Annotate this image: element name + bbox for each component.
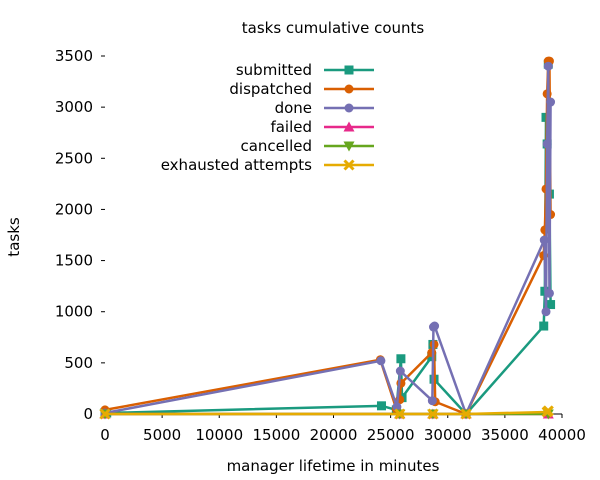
y-ticks: 0 500 1000 1500 2000 2500 3000 3500 bbox=[55, 47, 105, 423]
data-point bbox=[392, 402, 402, 412]
y-tick-label: 1000 bbox=[55, 303, 93, 321]
legend-label: failed bbox=[270, 118, 312, 136]
data-point bbox=[542, 139, 552, 149]
series-line bbox=[104, 64, 552, 416]
data-point bbox=[542, 405, 554, 417]
x-tick-label: 10000 bbox=[195, 426, 243, 444]
y-tick-label: 2500 bbox=[55, 149, 93, 167]
legend-item: done bbox=[275, 99, 374, 117]
series-exhausted-attempts bbox=[99, 405, 554, 420]
x-tick-label: 20000 bbox=[310, 426, 358, 444]
data-point bbox=[395, 366, 405, 376]
plot-series bbox=[99, 56, 556, 420]
data-point bbox=[394, 408, 406, 420]
data-point bbox=[396, 354, 406, 364]
data-point bbox=[543, 61, 553, 71]
legend-swatch-marker bbox=[344, 65, 354, 75]
x-tick-label: 40000 bbox=[538, 426, 586, 444]
data-point bbox=[427, 348, 437, 358]
data-point bbox=[539, 235, 549, 245]
x-tick-label: 15000 bbox=[253, 426, 301, 444]
data-point bbox=[539, 321, 549, 331]
legend-label: submitted bbox=[236, 61, 312, 79]
x-tick-label: 35000 bbox=[481, 426, 529, 444]
legend-label: done bbox=[275, 99, 312, 117]
y-tick-label: 2000 bbox=[55, 200, 93, 218]
series-done bbox=[100, 61, 556, 419]
legend-item: submitted bbox=[236, 61, 374, 79]
legend-swatch-marker bbox=[343, 159, 355, 171]
legend-item: cancelled bbox=[240, 137, 374, 155]
data-point bbox=[427, 408, 439, 420]
x-tick-label: 0 bbox=[100, 426, 110, 444]
legend-swatch-marker bbox=[343, 141, 355, 152]
x-tick-label: 25000 bbox=[367, 426, 415, 444]
legend-swatch-marker bbox=[343, 121, 355, 132]
legend-item: dispatched bbox=[229, 80, 374, 98]
data-point bbox=[546, 300, 556, 310]
chart-title: tasks cumulative counts bbox=[242, 19, 425, 37]
data-point bbox=[546, 97, 556, 107]
y-tick-label: 3500 bbox=[55, 47, 93, 65]
series-dispatched bbox=[100, 56, 556, 419]
y-tick-label: 0 bbox=[83, 405, 93, 423]
legend-item: failed bbox=[270, 118, 374, 136]
y-tick-label: 500 bbox=[64, 354, 93, 372]
legend-swatch-marker bbox=[344, 84, 354, 94]
y-tick-label: 3000 bbox=[55, 98, 93, 116]
legend: submitteddispatcheddonefailedcancelledex… bbox=[161, 61, 374, 174]
x-tick-label: 30000 bbox=[424, 426, 472, 444]
y-tick-label: 1500 bbox=[55, 252, 93, 270]
data-point bbox=[541, 307, 551, 317]
data-point bbox=[460, 408, 472, 420]
series-line bbox=[104, 62, 552, 416]
data-point bbox=[376, 401, 386, 411]
legend-swatch-marker bbox=[344, 103, 354, 113]
data-point bbox=[99, 408, 111, 420]
x-ticks: 0 5000 10000 15000 20000 25000 30000 35000 40000 bbox=[100, 414, 586, 444]
data-point bbox=[544, 288, 554, 298]
x-tick-label: 5000 bbox=[143, 426, 181, 444]
legend-item: exhausted attempts bbox=[161, 156, 374, 174]
legend-label: cancelled bbox=[240, 137, 312, 155]
data-point bbox=[376, 356, 386, 366]
series-line bbox=[104, 59, 552, 416]
data-point bbox=[430, 321, 440, 331]
x-axis-label: manager lifetime in minutes bbox=[227, 457, 440, 475]
legend-label: exhausted attempts bbox=[161, 156, 312, 174]
legend-label: dispatched bbox=[229, 80, 312, 98]
y-axis-label: tasks bbox=[5, 217, 23, 257]
data-point bbox=[427, 396, 437, 406]
